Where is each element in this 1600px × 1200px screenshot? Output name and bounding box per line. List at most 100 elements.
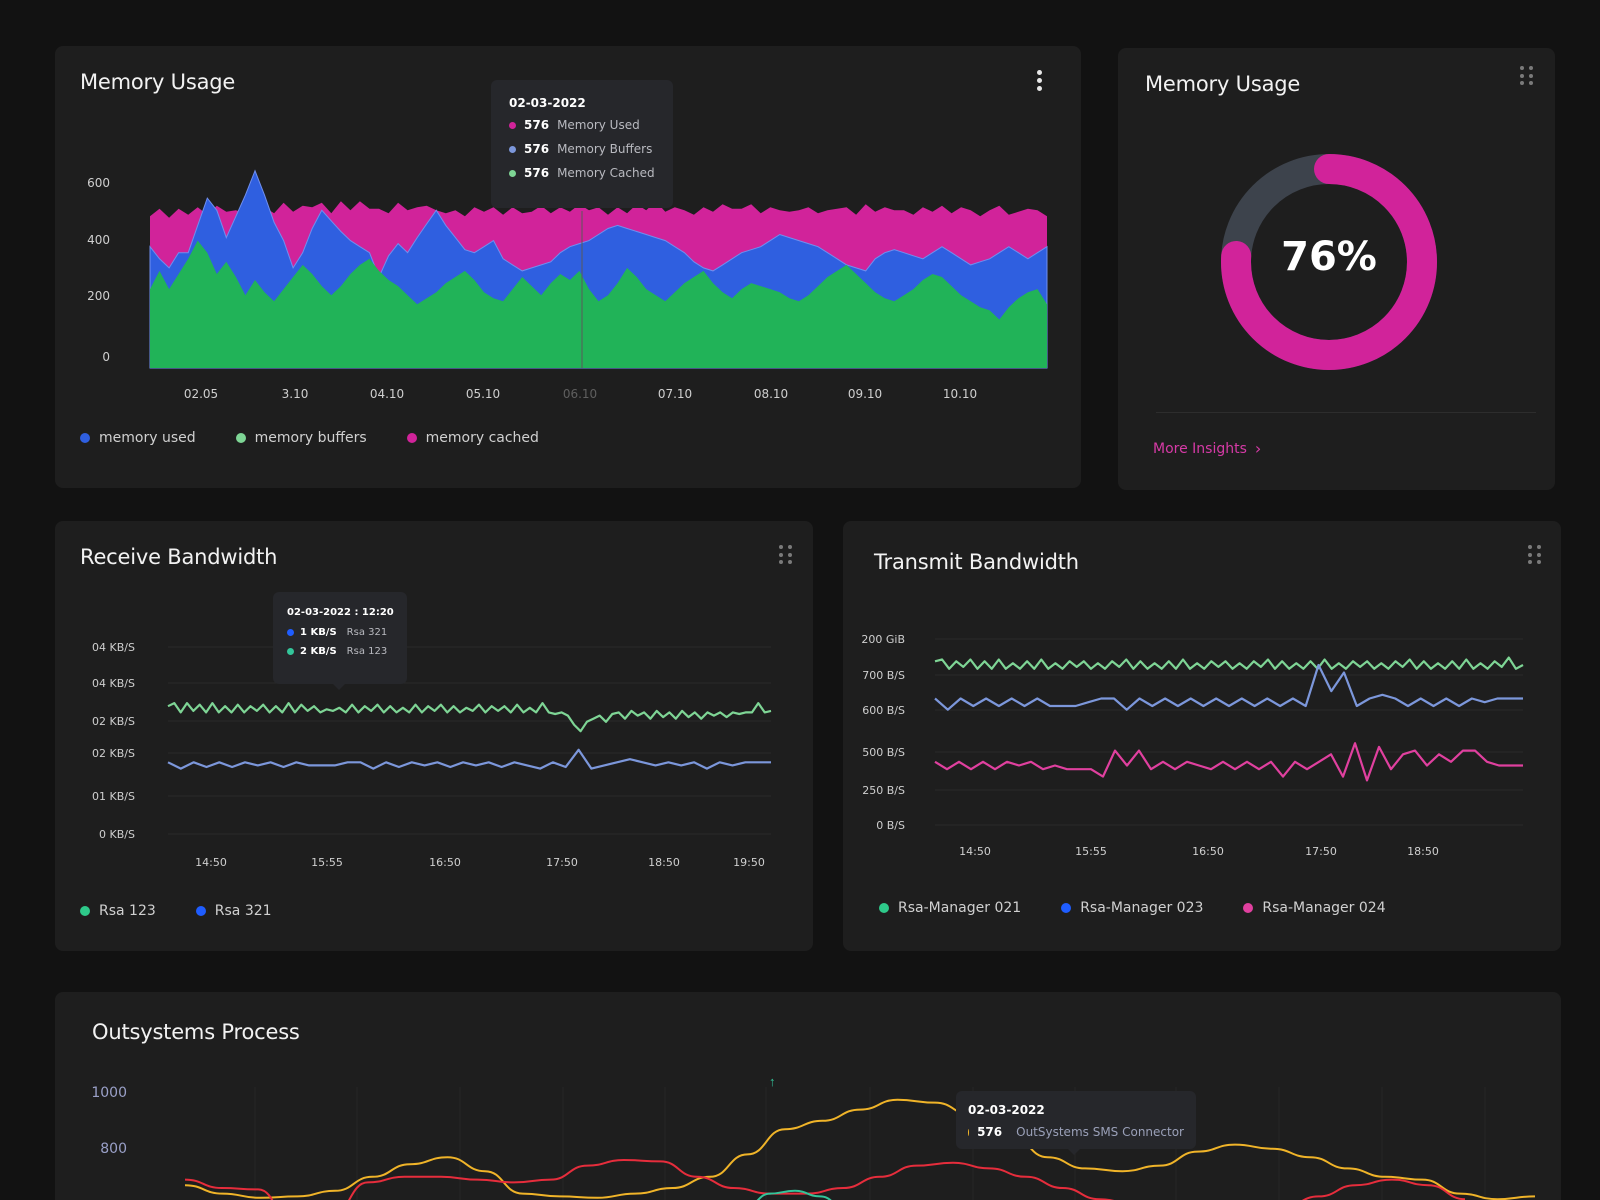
y-tick-label: 0 B/S (876, 819, 905, 832)
x-tick-label: 08.10 (754, 387, 788, 401)
legend-item-memory-buffers[interactable]: memory buffers (235, 430, 367, 446)
tooltip-dot (968, 1128, 970, 1136)
line-outsystems-sms-connector (184, 1098, 1536, 1200)
memory-donut (1221, 154, 1437, 370)
memory-tooltip: 02-03-2022 576 Memory Used 576 Memory Bu… (491, 80, 673, 208)
chevron-right-icon: › (1254, 439, 1262, 458)
tooltip-row: 1 KB/S Rsa 321 (287, 627, 393, 638)
receive-tooltip: 02-03-2022 : 12:20 1 KB/S Rsa 321 2 KB/S… (273, 592, 407, 690)
more-insights-label: More Insights (1153, 441, 1247, 457)
line-rsa-manager-024 (934, 742, 1523, 782)
line-series-teal (756, 1189, 832, 1200)
y-tick-label: 600 (87, 176, 110, 190)
y-tick-label: 250 B/S (862, 784, 905, 797)
x-tick-label: 10.10 (943, 387, 977, 401)
tooltip-name: OutSystems SMS Connector (1016, 1125, 1184, 1139)
legend-item-rsa-manager-023[interactable]: Rsa-Manager 023 (1061, 900, 1203, 916)
transmit-bandwidth-title: Transmit Bandwidth (874, 550, 1079, 574)
y-tick-label: 02 KB/S (92, 715, 135, 728)
tooltip-value: 576 (524, 118, 550, 132)
memory-legend: memory used memory buffers memory cached (80, 430, 539, 446)
y-tick-label: 700 B/S (862, 669, 905, 682)
memory-usage-title: Memory Usage (80, 70, 236, 94)
y-tick-label: 200 GiB (861, 633, 905, 646)
x-tick-label: 07.10 (658, 387, 692, 401)
tooltip-value: 576 (977, 1125, 1003, 1139)
legend-dot (80, 433, 90, 443)
vertical-dots-icon[interactable] (1037, 70, 1051, 91)
legend-item-rsa-manager-021[interactable]: Rsa-Manager 021 (879, 900, 1021, 916)
y-tick-label: 200 (87, 289, 110, 303)
area-memory-buffers (150, 240, 1047, 368)
x-tick-label: 14:50 (195, 856, 227, 869)
transmit-bandwidth-card: Transmit Bandwidth 200 GiB 700 B/S 600 B/S… (843, 521, 1561, 951)
y-tick-label: 800 (100, 1141, 127, 1157)
drag-handle-icon[interactable] (1520, 66, 1534, 86)
donut-arc (1221, 154, 1437, 370)
receive-line-chart: 04 KB/S 04 KB/S 02 KB/S 02 KB/S 01 KB/S 0 KB/… (92, 641, 772, 869)
x-tick-label: 18:50 (648, 856, 680, 869)
x-tick-label: 16:50 (429, 856, 461, 869)
tooltip-row: 576 Memory Used (509, 118, 655, 132)
tooltip-row: 576 Memory Cached (509, 166, 655, 180)
x-tick-label: 17:50 (1305, 845, 1337, 858)
x-tick-label: 3.10 (282, 387, 309, 401)
tooltip-name: Memory Buffers (557, 142, 653, 156)
tooltip-date: 02-03-2022 : 12:20 (287, 607, 394, 618)
tooltip-name: Memory Cached (557, 166, 655, 180)
legend-dot (235, 433, 246, 443)
line-rsa-manager-021 (934, 656, 1524, 670)
y-tick-label: 04 KB/S (92, 641, 135, 654)
tooltip-value: 576 (524, 142, 550, 156)
tooltip-name: Memory Used (557, 118, 640, 132)
legend-label: memory buffers (254, 430, 367, 446)
tooltip-value: 2 KB/S (300, 646, 337, 657)
line-series-red (184, 1158, 1466, 1200)
legend-label: memory cached (425, 430, 539, 446)
legend-item-memory-cached[interactable]: memory cached (406, 430, 539, 446)
more-insights-link[interactable]: More Insights › (1153, 439, 1262, 458)
x-tick-label: 19:50 (733, 856, 765, 869)
tooltip-date: 02-03-2022 (968, 1103, 1045, 1117)
y-tick-label: 02 KB/S (92, 747, 135, 760)
y-tick-label: 600 B/S (862, 704, 905, 717)
y-tick-label: 0 KB/S (99, 828, 135, 841)
tooltip-dot (509, 121, 516, 129)
receive-bandwidth-card: Receive Bandwidth 04 KB/S 04 KB/S 02 KB/S 0… (55, 521, 813, 951)
divider (1156, 412, 1536, 413)
y-tick-label: 500 B/S (862, 746, 905, 759)
tooltip-value: 576 (524, 166, 550, 180)
legend-dot (195, 906, 206, 916)
legend-label: Rsa 123 (99, 903, 156, 919)
y-tick-label: 1000 (91, 1085, 127, 1101)
outsystems-process-title: Outsystems Process (92, 1020, 300, 1044)
drag-handle-icon[interactable] (779, 545, 793, 565)
legend-dot (879, 903, 889, 913)
x-tick-label: 02.05 (184, 387, 218, 401)
legend-item-memory-used[interactable]: memory used (80, 430, 196, 446)
tooltip-dot (509, 145, 516, 153)
tooltip-name: Rsa 321 (346, 627, 388, 638)
legend-label: memory used (99, 430, 196, 446)
legend-dot (1061, 903, 1072, 913)
memory-donut-card: Memory Usage 76% More Insights › (1118, 48, 1555, 490)
legend-item-rsa-321[interactable]: Rsa 321 (195, 903, 272, 919)
x-tick-label: 17:50 (546, 856, 578, 869)
x-tick-label: 05.10 (466, 387, 500, 401)
y-tick-label: 01 KB/S (92, 790, 135, 803)
y-tick-label: 400 (87, 233, 110, 247)
legend-label: Rsa-Manager 021 (898, 900, 1022, 916)
legend-item-rsa-123[interactable]: Rsa 123 (80, 903, 156, 919)
legend-item-rsa-manager-024[interactable]: Rsa-Manager 024 (1243, 900, 1386, 916)
tooltip-dot (287, 629, 294, 636)
drag-handle-icon[interactable] (1528, 545, 1542, 565)
tooltip-name: Rsa 123 (346, 646, 388, 657)
legend-label: Rsa 321 (214, 903, 272, 919)
legend-label: Rsa-Manager 023 (1080, 900, 1204, 916)
transmit-line-chart: 200 GiB 700 B/S 600 B/S 500 B/S 250 B/S 0 B/S… (861, 633, 1524, 858)
x-tick-label: 15:55 (1075, 845, 1107, 858)
memory-donut-title: Memory Usage (1145, 72, 1301, 96)
tooltip-value: 1 KB/S (300, 627, 337, 638)
legend-dot (1243, 903, 1254, 913)
tooltip-pointer (1068, 1149, 1080, 1155)
